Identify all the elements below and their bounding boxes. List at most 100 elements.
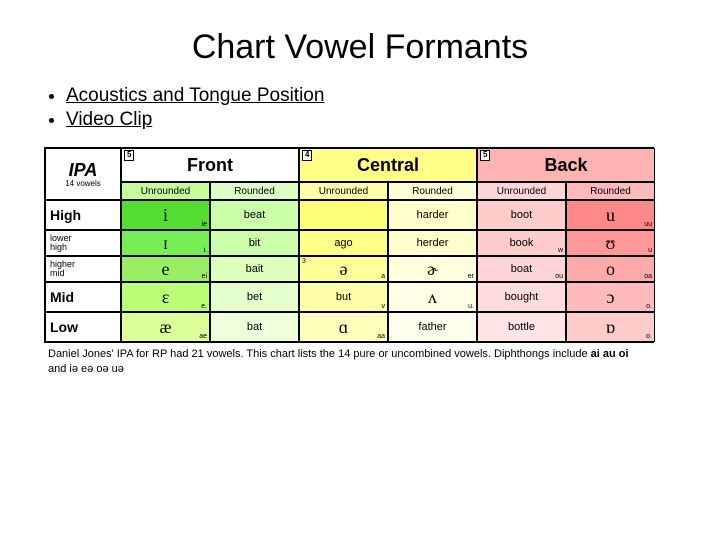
vowel-cell (299, 200, 388, 230)
ipa-symbol: ə (340, 259, 348, 280)
link-video[interactable]: Video Clip (66, 109, 152, 130)
ipa-symbol: ɒ (606, 317, 615, 338)
vowel-cell: herder (388, 230, 477, 256)
cell-subscript: ei (202, 273, 207, 280)
vowel-cell: o oa (566, 256, 655, 282)
example-word: bait (246, 263, 264, 275)
footnote-p1: Daniel Jones' IPA for RP had 21 vowels. … (48, 348, 591, 360)
cell-subscript: i. (204, 247, 208, 254)
round-h-1: Rounded (210, 182, 299, 200)
cell-subscript: u (648, 247, 652, 254)
cell-subscript: o. (646, 333, 652, 340)
cell-subscript: w (558, 247, 563, 254)
cell-subscript: u. (468, 303, 474, 310)
ipa-label: IPA (69, 161, 98, 179)
vowel-cell: bought (477, 282, 566, 312)
example-word: bat (247, 321, 262, 333)
pos-label-central: Central (357, 155, 419, 176)
ipa-symbol: ʊ (606, 233, 616, 254)
example-word: bottle (508, 321, 535, 333)
position-headers: 5 Front 4 Central 5 Back (121, 148, 655, 182)
cell-subscript: ie (202, 221, 207, 228)
height-label: Low (45, 312, 121, 342)
cell-subscript: o. (646, 303, 652, 310)
vowel-cell: harder (388, 200, 477, 230)
vowel-row: lower high ɪ i.bit ago herder book w ʊ u (45, 230, 653, 256)
vowel-cell: uuu (566, 200, 655, 230)
vowel-row: higher mideeibait3əaɚerboatouooa (45, 256, 653, 282)
vowel-cell: boat ou (477, 256, 566, 282)
height-label: High (45, 200, 121, 230)
link-list: Acoustics and Tongue Position Video Clip (50, 85, 680, 131)
example-word: harder (417, 209, 449, 221)
example-word: book (510, 237, 534, 249)
example-word: boat (511, 263, 532, 275)
cell-subscript: er (468, 273, 474, 280)
position-headers-wrap: 5 Front 4 Central 5 Back Unrounded Rou (121, 148, 655, 200)
vowel-cell: ɛ e. (121, 282, 210, 312)
vowel-chart: IPA 14 vowels 5 Front 4 Central 5 Back (44, 147, 654, 343)
round-h-3: Rounded (388, 182, 477, 200)
pos-num-front: 5 (124, 150, 134, 161)
link-acoustics[interactable]: Acoustics and Tongue Position (66, 85, 324, 106)
ipa-symbol: i (163, 205, 168, 226)
pos-label-front: Front (187, 155, 233, 176)
example-word: beat (244, 209, 265, 221)
vowel-cell: ɪ i. (121, 230, 210, 256)
vowel-cell: boot (477, 200, 566, 230)
ipa-symbol: e (162, 259, 170, 280)
rounding-row: Unrounded Rounded Unrounded Rounded Unro… (121, 182, 655, 200)
cell-subscript: oa (644, 273, 652, 280)
ipa-symbol: ɑ (339, 317, 348, 338)
vowel-cell: book w (477, 230, 566, 256)
footnote-tail: iə eə oə uə (69, 363, 123, 375)
vowel-cell: father (388, 312, 477, 342)
cell-subscript: ou (555, 273, 563, 280)
cell-subscript: uu (644, 221, 652, 228)
vowel-cell: 3əa (299, 256, 388, 282)
footnote: Daniel Jones' IPA for RP had 21 vowels. … (48, 347, 648, 378)
pos-num-central: 4 (302, 150, 312, 161)
pos-header-back: 5 Back (477, 148, 655, 182)
ipa-sublabel: 14 vowels (65, 179, 101, 188)
height-label: higher mid (45, 256, 121, 282)
vowel-cell: beat (210, 200, 299, 230)
pos-header-central: 4 Central (299, 148, 477, 182)
link-item-video: Video Clip (66, 109, 680, 131)
height-label: lower high (45, 230, 121, 256)
example-word: father (418, 321, 446, 333)
cell-subscript: v (382, 303, 386, 310)
round-h-5: Rounded (566, 182, 655, 200)
vowel-row: High i ie beat harder boot uuu (45, 200, 653, 230)
example-word: bought (505, 291, 539, 303)
example-word: bet (247, 291, 262, 303)
vowel-cell: ɚer (388, 256, 477, 282)
cell-subscript: ae (199, 333, 207, 340)
header-row-1: IPA 14 vowels 5 Front 4 Central 5 Back (45, 148, 653, 200)
vowel-cell: ʌ u. (388, 282, 477, 312)
example-word: boot (511, 209, 532, 221)
vowel-cell: bet (210, 282, 299, 312)
cell-superscript: 3 (302, 258, 306, 265)
height-label: Mid (45, 282, 121, 312)
ipa-corner-box: IPA 14 vowels (45, 148, 121, 200)
data-rows: Highiiebeatharderbootuuulower highɪi.bit… (45, 200, 653, 342)
vowel-cell: bait (210, 256, 299, 282)
footnote-p2: and (48, 363, 69, 375)
ipa-symbol: ɛ (162, 287, 170, 308)
example-word: but (336, 291, 351, 303)
example-word: ago (334, 237, 352, 249)
pos-label-back: Back (544, 155, 587, 176)
cell-subscript: aa (377, 333, 385, 340)
vowel-cell: bit (210, 230, 299, 256)
ipa-symbol: æ (159, 317, 171, 338)
vowel-cell: bat (210, 312, 299, 342)
example-word: herder (417, 237, 449, 249)
ipa-symbol: o (606, 259, 615, 280)
footnote-bold: ai au oi (591, 348, 629, 360)
cell-subscript: e. (201, 303, 207, 310)
vowel-cell: but v (299, 282, 388, 312)
ipa-symbol: ɪ (163, 233, 168, 254)
ipa-symbol: ʌ (428, 287, 437, 308)
round-h-0: Unrounded (121, 182, 210, 200)
